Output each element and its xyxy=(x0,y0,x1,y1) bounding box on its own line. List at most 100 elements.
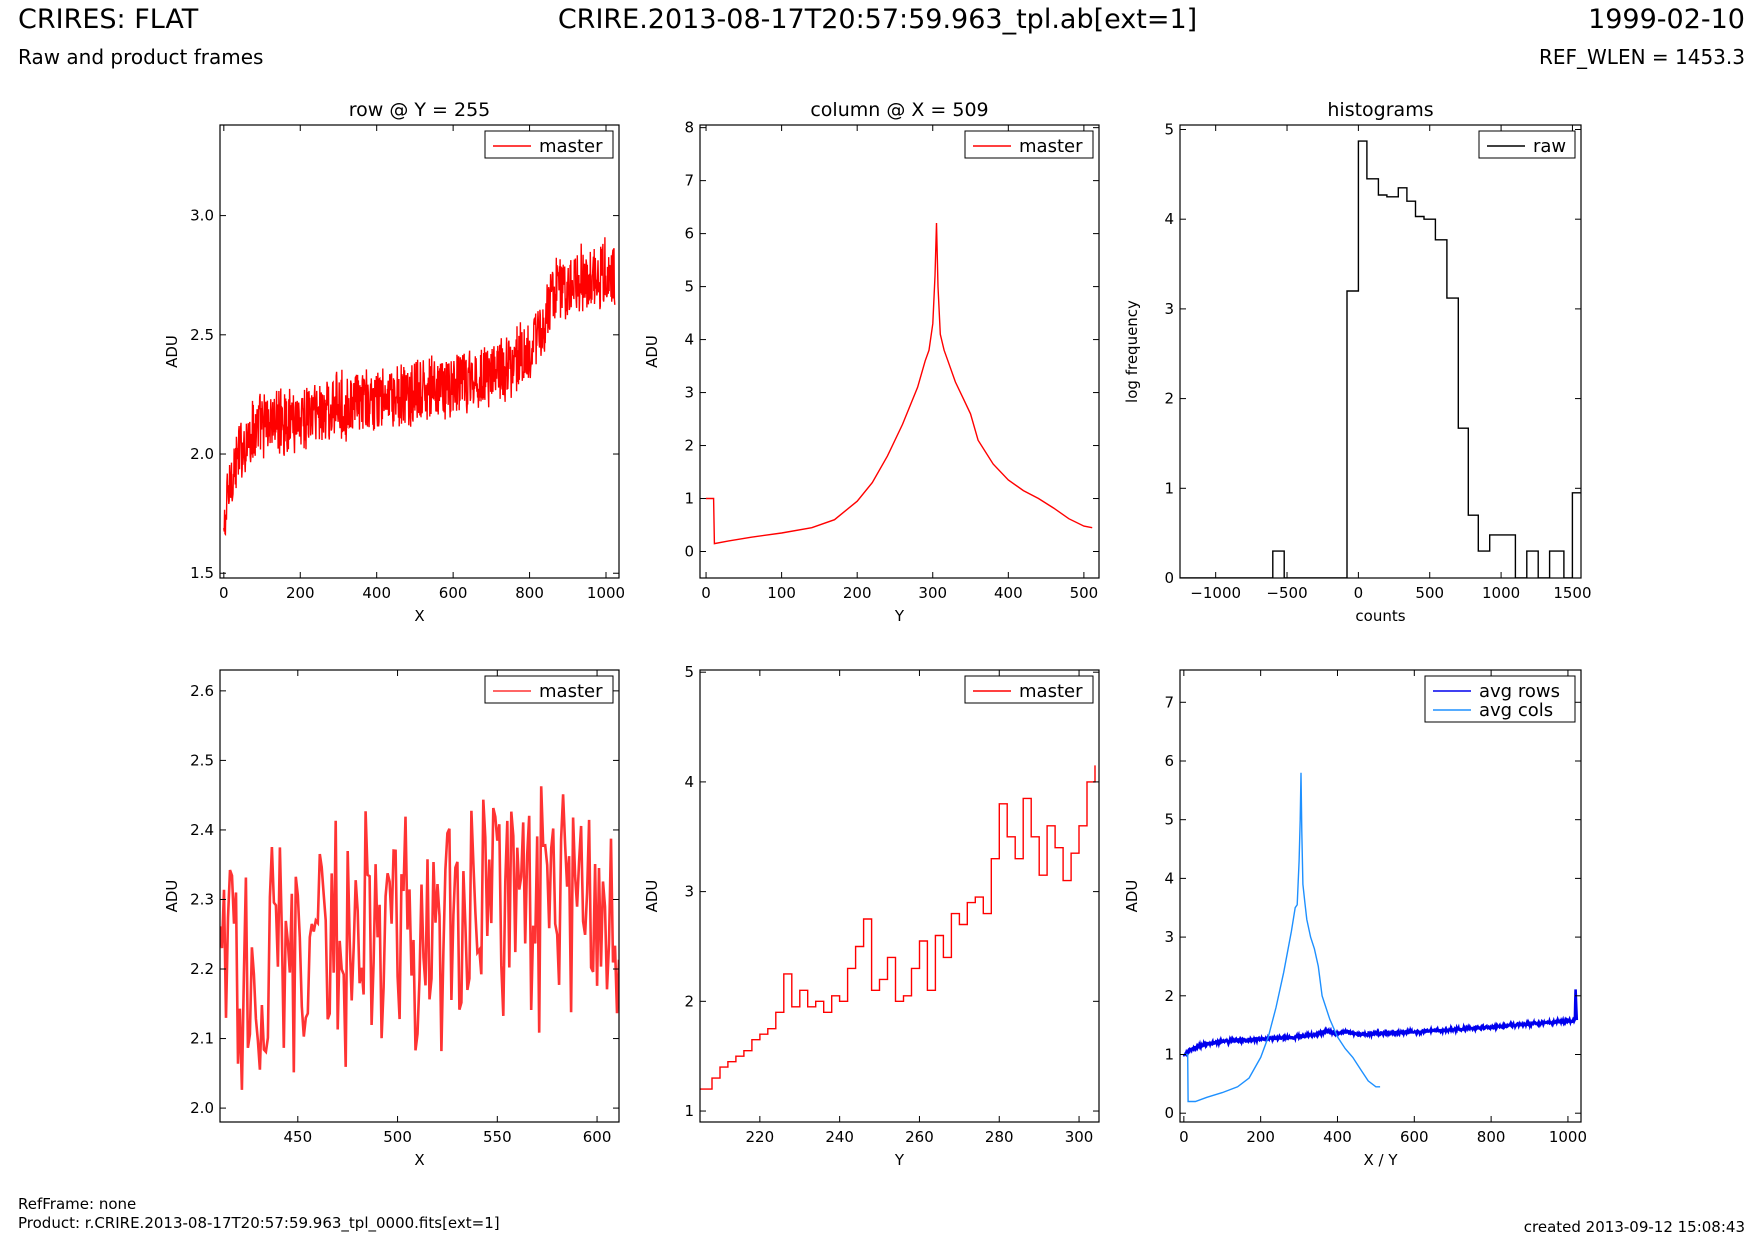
y-tick-label: 5 xyxy=(684,278,694,296)
y-tick-label: 3 xyxy=(684,883,694,901)
y-tick-label: 3 xyxy=(684,384,694,402)
series-master-line xyxy=(706,222,1093,545)
legend-label: raw xyxy=(1533,136,1566,157)
chart-hist: −1000 −500 0 500 1000 1500 0 1 2 3 4 5 histograms cou… xyxy=(1123,99,1592,625)
chart-title: row @ Y = 255 xyxy=(349,99,491,121)
x-tick-label: 1000 xyxy=(587,584,625,602)
y-tick-label: 0 xyxy=(684,543,694,561)
series-master-line xyxy=(223,237,616,537)
x-tick-label: 1500 xyxy=(1553,584,1591,602)
legend-box xyxy=(484,675,614,704)
y-tick-label: 5 xyxy=(1164,811,1174,829)
x-tick-label: 400 xyxy=(1323,1128,1352,1146)
y-tick-label: 4 xyxy=(684,773,694,791)
legend-box xyxy=(964,675,1094,704)
y-tick-label: 1.5 xyxy=(190,564,214,582)
x-tick-label: 400 xyxy=(362,584,391,602)
y-tick-label: 2.5 xyxy=(190,326,214,344)
plot-frame xyxy=(219,124,620,579)
y-tick-label: 2.0 xyxy=(190,445,214,463)
legend-label: master xyxy=(1019,136,1083,157)
product-label: Product: r.CRIRE.2013-08-17T20:57:59.963… xyxy=(18,1214,500,1232)
x-tick-label: −500 xyxy=(1266,584,1307,602)
x-tick-label: 500 xyxy=(383,1128,412,1146)
y-tick-label: 2.1 xyxy=(190,1030,214,1048)
x-axis-label: X / Y xyxy=(1363,1151,1398,1169)
y-tick-label: 2.5 xyxy=(190,751,214,769)
x-tick-label: 1000 xyxy=(1482,584,1520,602)
x-tick-label: 300 xyxy=(1065,1128,1094,1146)
legend-label: master xyxy=(539,681,603,702)
x-tick-label: 550 xyxy=(483,1128,512,1146)
legend-label: master xyxy=(1019,681,1083,702)
legend-box xyxy=(1424,675,1576,723)
plot-frame xyxy=(699,124,1100,579)
x-tick-label: 500 xyxy=(1415,584,1444,602)
legend-box xyxy=(964,130,1094,159)
x-tick-label: 600 xyxy=(1400,1128,1429,1146)
x-tick-label: 800 xyxy=(1477,1128,1506,1146)
page-title: CRIRES: FLAT xyxy=(18,4,199,35)
y-tick-label: 6 xyxy=(1164,752,1174,770)
x-tick-label: 0 xyxy=(701,584,711,602)
chart-row: 0 200 400 600 800 1000 1.5 2.0 2.5 3.0 row @ Y = 2… xyxy=(163,99,625,625)
y-axis-label: ADU xyxy=(643,335,661,368)
y-tick-label: 4 xyxy=(1164,210,1174,228)
y-axis-label: ADU xyxy=(643,880,661,913)
x-axis-label: Y xyxy=(894,1151,905,1169)
y-tick-label: 6 xyxy=(684,225,694,243)
x-tick-label: 100 xyxy=(767,584,796,602)
y-tick-label: 3.0 xyxy=(190,207,214,225)
series-master-line xyxy=(220,786,619,1090)
x-tick-label: 1000 xyxy=(1549,1128,1587,1146)
page-subtitle: Raw and product frames xyxy=(18,45,264,69)
y-tick-label: 2.0 xyxy=(190,1099,214,1117)
y-tick-label: 0 xyxy=(1164,1104,1174,1122)
legend-label: avg rows xyxy=(1479,681,1560,702)
x-axis-label: counts xyxy=(1355,607,1405,625)
x-tick-label: 400 xyxy=(994,584,1023,602)
y-tick-label: 7 xyxy=(684,172,694,190)
x-tick-label: 240 xyxy=(825,1128,854,1146)
y-tick-label: 1 xyxy=(1164,479,1174,497)
y-axis-label: ADU xyxy=(163,335,181,368)
x-tick-label: 0 xyxy=(1354,584,1364,602)
legend: raw xyxy=(1478,130,1576,159)
y-tick-label: 8 xyxy=(684,119,694,137)
y-tick-label: 5 xyxy=(1164,120,1174,138)
y-tick-label: 1 xyxy=(684,490,694,508)
y-tick-label: 2 xyxy=(684,992,694,1010)
y-tick-label: 2.4 xyxy=(190,821,214,839)
series-avg-rows-line xyxy=(1182,989,1579,1058)
x-tick-label: 200 xyxy=(1246,1128,1275,1146)
series-raw-line xyxy=(1180,140,1581,578)
legend: master xyxy=(964,130,1094,159)
y-tick-label: 4 xyxy=(684,331,694,349)
legend-box xyxy=(484,130,614,159)
x-tick-label: 280 xyxy=(985,1128,1014,1146)
y-tick-label: 3 xyxy=(1164,928,1174,946)
x-tick-label: 450 xyxy=(283,1128,312,1146)
x-tick-label: 260 xyxy=(905,1128,934,1146)
x-tick-label: 200 xyxy=(843,584,872,602)
y-tick-label: 2.6 xyxy=(190,682,214,700)
date-label: 1999-02-10 xyxy=(1588,4,1745,35)
plot-frame xyxy=(1179,669,1582,1123)
y-tick-label: 2.3 xyxy=(190,890,214,908)
x-axis-label: X xyxy=(414,607,424,625)
x-tick-label: 500 xyxy=(1070,584,1099,602)
x-tick-label: −1000 xyxy=(1190,584,1241,602)
chart-title: column @ X = 509 xyxy=(810,99,988,121)
x-tick-label: 600 xyxy=(439,584,468,602)
y-tick-label: 4 xyxy=(1164,869,1174,887)
legend: master xyxy=(964,675,1094,704)
x-axis-label: X xyxy=(414,1151,424,1169)
chart-title: histograms xyxy=(1327,99,1433,121)
y-tick-label: 5 xyxy=(684,663,694,681)
x-axis-label: Y xyxy=(894,607,905,625)
created-label: created 2013-09-12 15:08:43 xyxy=(1523,1218,1745,1236)
series-avg-cols-line xyxy=(1183,772,1381,1103)
x-tick-label: 220 xyxy=(746,1128,775,1146)
